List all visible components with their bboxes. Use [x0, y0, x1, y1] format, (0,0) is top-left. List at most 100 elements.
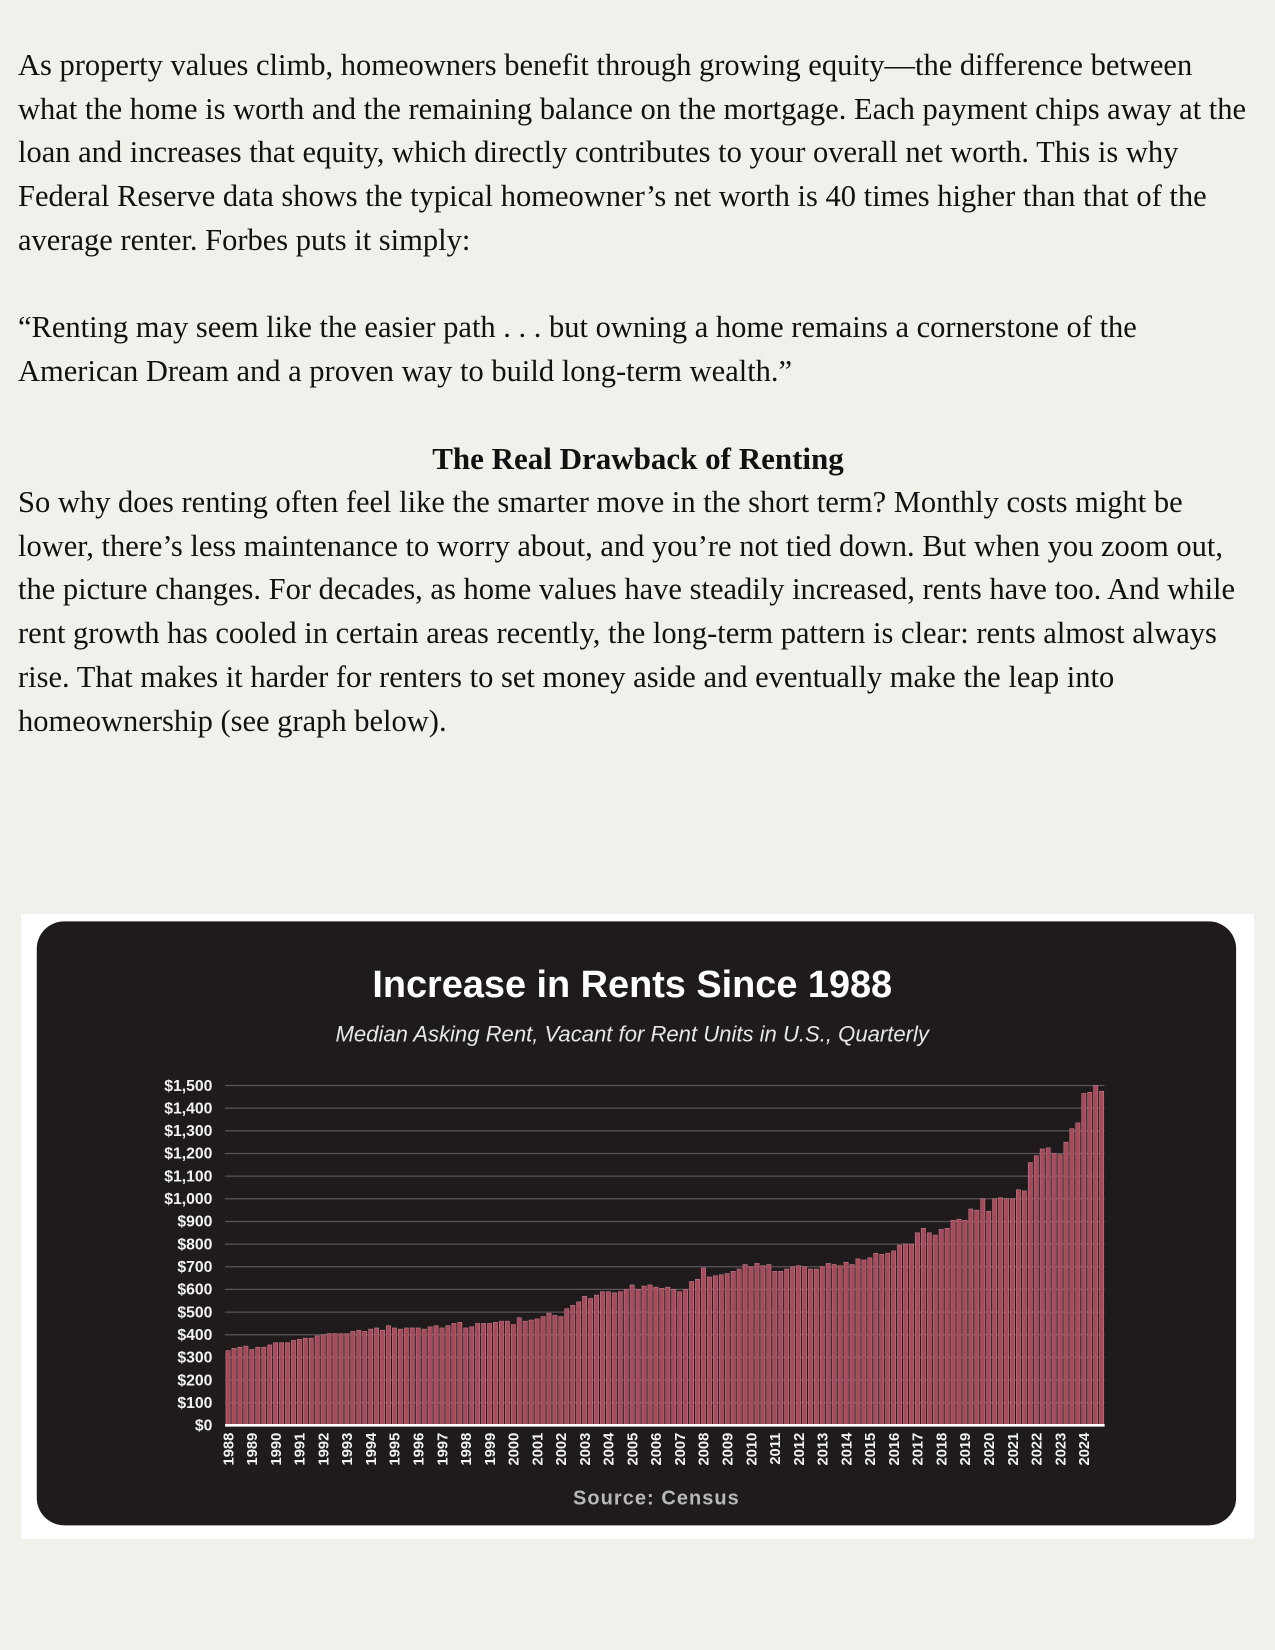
x-tick-label: 2017 [911, 1433, 927, 1466]
y-tick-label: $1,500 [164, 1078, 212, 1095]
x-tick-label: 2002 [554, 1433, 570, 1466]
bar [825, 1263, 831, 1426]
bar [962, 1220, 968, 1426]
bar [736, 1268, 742, 1426]
bar [998, 1197, 1004, 1426]
bar [980, 1198, 986, 1426]
bar [356, 1329, 362, 1426]
bar [629, 1284, 635, 1426]
y-tick-label: $0 [195, 1418, 213, 1435]
bar [867, 1257, 873, 1426]
bar [605, 1291, 611, 1426]
chart-source: Source: Census [573, 1487, 740, 1509]
bar [956, 1218, 962, 1426]
bar [712, 1275, 718, 1426]
bar [974, 1209, 980, 1426]
bar [279, 1342, 284, 1426]
bar [802, 1266, 807, 1426]
bar [326, 1333, 332, 1426]
bar [885, 1252, 891, 1426]
bar [344, 1333, 350, 1426]
bar [968, 1208, 974, 1426]
x-tick-label: 2003 [578, 1433, 594, 1466]
bar [903, 1243, 908, 1426]
bar [1039, 1148, 1045, 1426]
bar [594, 1294, 599, 1426]
bar [861, 1259, 867, 1426]
x-tick-label: 1990 [269, 1433, 285, 1466]
bar [1093, 1085, 1099, 1426]
bar [617, 1291, 623, 1426]
bar [707, 1276, 712, 1426]
bar [516, 1317, 522, 1426]
bar [273, 1342, 279, 1426]
bar [1033, 1155, 1039, 1426]
y-tick-label: $1,400 [164, 1100, 212, 1117]
bar [635, 1289, 641, 1426]
bar [237, 1346, 243, 1426]
bar [481, 1323, 487, 1426]
bar [534, 1318, 540, 1426]
y-tick-label: $1,300 [164, 1123, 212, 1140]
bar [730, 1271, 736, 1426]
bar [540, 1316, 546, 1426]
bar [302, 1337, 308, 1426]
y-tick-label: $600 [177, 1282, 212, 1299]
bar [754, 1263, 760, 1426]
bar [796, 1265, 801, 1426]
bar [415, 1327, 421, 1426]
bar [849, 1264, 855, 1426]
bar [659, 1288, 665, 1426]
bar [1063, 1141, 1069, 1426]
bar [475, 1323, 481, 1426]
x-tick-label: 2005 [625, 1433, 641, 1466]
bar [766, 1264, 772, 1426]
bar [671, 1289, 677, 1426]
bar [1051, 1153, 1057, 1426]
bar [665, 1286, 671, 1426]
heading: The Real Drawback of Renting [432, 441, 844, 477]
bar [1081, 1093, 1087, 1426]
bar [891, 1250, 897, 1426]
bar [439, 1327, 445, 1426]
x-tick-label: 2019 [958, 1433, 974, 1466]
paragraph: As property values climb, homeowners ben… [18, 48, 1247, 257]
x-tick-label: 2023 [1053, 1433, 1069, 1466]
bar [570, 1305, 576, 1426]
x-tick-label: 2011 [768, 1433, 784, 1465]
bar [409, 1327, 415, 1426]
bar [837, 1265, 843, 1426]
bar [510, 1324, 516, 1426]
x-tick-label: 2014 [839, 1432, 855, 1466]
bar [1021, 1190, 1027, 1426]
bar [552, 1315, 558, 1426]
bar [499, 1320, 504, 1426]
bar [528, 1319, 534, 1426]
bar [784, 1268, 790, 1426]
bar [403, 1327, 409, 1426]
x-tick-label: 1988 [221, 1433, 237, 1466]
x-tick-label: 1989 [245, 1433, 261, 1466]
bar [546, 1312, 552, 1426]
x-tick-label: 2004 [602, 1432, 618, 1466]
bar [332, 1333, 338, 1426]
bar [386, 1325, 391, 1426]
bar [813, 1268, 819, 1426]
bar [677, 1291, 683, 1426]
bar [308, 1337, 314, 1426]
bar [433, 1325, 439, 1426]
chart-subtitle: Median Asking Rent, Vacant for Rent Unit… [336, 1021, 931, 1046]
bar [611, 1292, 617, 1426]
y-tick-label: $500 [177, 1304, 212, 1321]
x-tick-label: 1998 [459, 1433, 475, 1466]
bar [380, 1329, 385, 1426]
bar [522, 1320, 528, 1426]
bar [558, 1316, 564, 1426]
bar [255, 1346, 261, 1426]
bar [920, 1227, 926, 1426]
x-tick-label: 2009 [721, 1433, 737, 1466]
x-tick-label: 2018 [934, 1433, 950, 1466]
bar [421, 1328, 427, 1426]
y-tick-label: $1,100 [164, 1168, 212, 1185]
bar [1099, 1090, 1105, 1426]
